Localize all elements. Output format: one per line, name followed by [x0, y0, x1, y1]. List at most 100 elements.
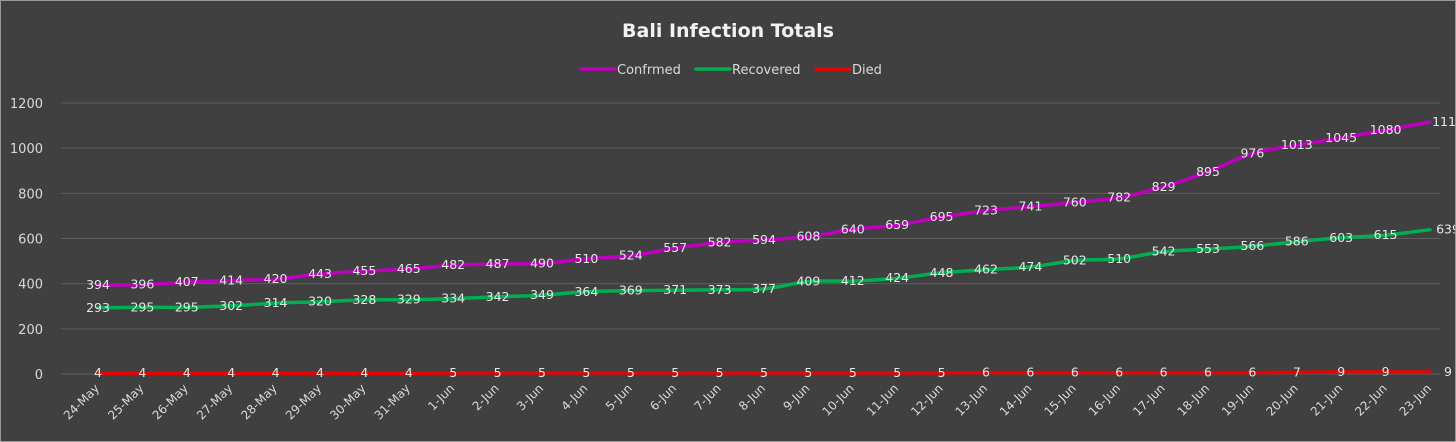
data-label: 782 [1107, 189, 1131, 204]
data-label: 349 [530, 287, 554, 302]
x-axis: 24-May 25-May 26-May 27-May 28-May 29-May 30-M… [61, 381, 1434, 422]
x-tick-label: 1-Jun [425, 381, 457, 413]
x-tick-label: 18-Jun [1175, 381, 1212, 418]
legend-label-died: Died [852, 63, 882, 78]
x-tick-label: 25-May [105, 381, 146, 422]
data-label: 760 [1063, 194, 1087, 209]
data-label: 6 [1248, 365, 1256, 380]
data-label: 5 [716, 365, 724, 380]
data-label: 394 [86, 277, 110, 292]
data-label: 414 [219, 273, 243, 288]
series-line-died [96, 370, 1432, 375]
data-label: 524 [619, 248, 643, 263]
data-label: 4 [183, 365, 191, 380]
data-label: 371 [663, 282, 687, 297]
data-label: 377 [752, 281, 776, 296]
data-label: 412 [841, 273, 865, 288]
legend-label-confrmed: Confrmed [617, 63, 681, 78]
x-tick-label: 11-Jun [864, 381, 901, 418]
x-tick-label: 26-May [150, 381, 191, 422]
data-label: 7 [1293, 364, 1301, 379]
x-tick-label: 16-Jun [1086, 381, 1123, 418]
data-label: 5 [849, 365, 857, 380]
data-label: 424 [885, 270, 909, 285]
data-label: 448 [930, 265, 954, 280]
data-label: 462 [974, 262, 998, 277]
x-tick-label: 3-Jun [514, 381, 546, 413]
y-tick-label: 1200 [10, 97, 43, 112]
x-tick-label: 4-Jun [558, 381, 590, 413]
x-tick-label: 14-Jun [997, 381, 1034, 418]
data-label: 723 [974, 203, 998, 218]
data-label: 314 [264, 295, 288, 310]
data-label: 553 [1196, 241, 1220, 256]
data-label: 5 [893, 365, 901, 380]
data-label: 455 [352, 263, 376, 278]
data-label: 295 [130, 299, 154, 314]
x-tick-label: 2-Jun [470, 381, 502, 413]
data-label: 4 [227, 365, 235, 380]
data-label: 6 [1026, 365, 1034, 380]
data-label: 586 [1285, 234, 1309, 249]
gridlines [61, 102, 1440, 375]
x-tick-label: 7-Jun [692, 381, 724, 413]
data-label: 895 [1196, 164, 1220, 179]
data-label: 5 [538, 365, 546, 380]
data-label: 510 [1107, 251, 1131, 266]
data-label: 1045 [1325, 130, 1357, 145]
x-tick-label: 9-Jun [780, 381, 812, 413]
y-tick-label: 800 [18, 187, 43, 202]
data-label: 396 [130, 277, 154, 292]
x-tick-label: 20-Jun [1263, 381, 1300, 418]
x-tick-label: 8-Jun [736, 381, 768, 413]
data-label: 5 [494, 365, 502, 380]
legend: Confrmed Recovered Died [579, 63, 882, 78]
data-label: 659 [885, 217, 909, 232]
data-label: 603 [1329, 230, 1353, 245]
y-tick-label: 1000 [10, 142, 43, 157]
x-tick-label: 30-May [327, 381, 368, 422]
data-label: 615 [1374, 227, 1398, 242]
data-label: 4 [138, 365, 146, 380]
y-tick-label: 200 [18, 323, 43, 338]
data-label: 1080 [1370, 122, 1402, 137]
data-label: 369 [619, 283, 643, 298]
data-label: 5 [582, 365, 590, 380]
data-label: 5 [671, 365, 679, 380]
data-label: 482 [441, 257, 465, 272]
data-label: 490 [530, 255, 554, 270]
chart-title: Bali Infection Totals [622, 20, 834, 42]
x-tick-label: 19-Jun [1219, 381, 1256, 418]
data-label: 6 [1115, 365, 1123, 380]
data-label: 320 [308, 294, 332, 309]
y-tick-label: 0 [35, 368, 43, 383]
x-tick-label: 17-Jun [1130, 381, 1167, 418]
data-label: 329 [397, 292, 421, 307]
data-label: 502 [1063, 253, 1087, 268]
x-tick-label: 12-Jun [908, 381, 945, 418]
series-line-recovered [96, 227, 1432, 310]
data-label: 4 [316, 365, 324, 380]
data-label: 487 [486, 256, 510, 271]
data-label: 4 [94, 365, 102, 380]
legend-label-recovered: Recovered [732, 63, 801, 78]
data-label: 4 [272, 365, 280, 380]
data-label: 542 [1152, 244, 1176, 259]
data-label: 328 [352, 292, 376, 307]
data-label: 443 [308, 266, 332, 281]
data-label: 5 [760, 365, 768, 380]
data-label: 364 [574, 284, 598, 299]
x-tick-label: 13-Jun [953, 381, 990, 418]
data-label: 1116 [1432, 114, 1455, 129]
data-label: 334 [441, 291, 465, 306]
data-label: 557 [663, 240, 687, 255]
data-label: 5 [449, 365, 457, 380]
x-tick-label: 27-May [194, 381, 235, 422]
y-tick-label: 600 [18, 233, 43, 248]
data-label: 302 [219, 298, 243, 313]
data-label: 6 [982, 365, 990, 380]
data-label: 639 [1436, 222, 1455, 237]
data-label: 640 [841, 221, 865, 236]
